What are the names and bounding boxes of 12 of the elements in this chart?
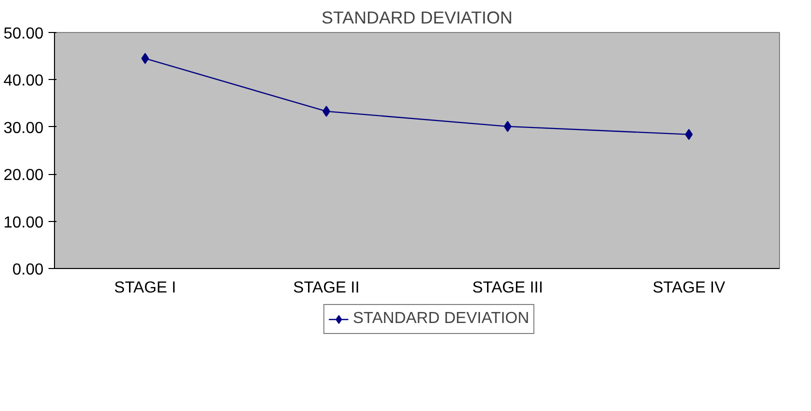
x-tick-label: STAGE II — [293, 280, 360, 296]
legend-label: STANDARD DEVIATION — [352, 310, 530, 328]
chart-title: STANDARD DEVIATION — [322, 8, 512, 28]
y-tick-label: 40.00 — [3, 72, 44, 90]
y-tick-label: 30.00 — [3, 120, 44, 137]
y-tick-label: 50.00 — [3, 26, 44, 42]
x-tick-label: STAGE III — [472, 280, 544, 296]
y-tick-label: 0.00 — [12, 262, 44, 278]
y-tick-label: 10.00 — [3, 214, 44, 232]
y-tick-label: 20.00 — [3, 167, 44, 184]
x-tick-label: STAGE IV — [652, 280, 726, 296]
x-tick-label: STAGE I — [114, 280, 176, 296]
